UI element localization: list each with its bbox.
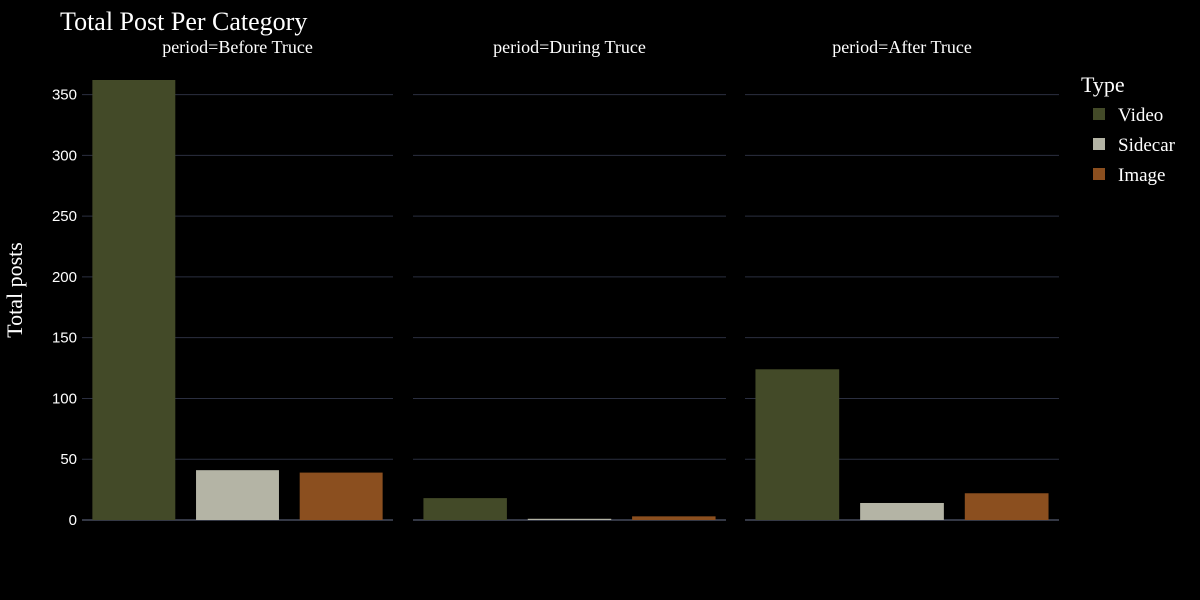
legend-label-video[interactable]: Video <box>1118 105 1163 126</box>
y-axis-label: Total posts <box>2 242 27 338</box>
bar-image[interactable] <box>299 472 383 520</box>
legend-label-sidecar[interactable]: Sidecar <box>1118 135 1176 156</box>
bar-video[interactable] <box>423 498 507 520</box>
legend-label-image[interactable]: Image <box>1118 165 1165 186</box>
bar-sidecar[interactable] <box>527 518 612 520</box>
bar-video[interactable] <box>755 369 840 520</box>
legend[interactable]: Type Video Sidecar Image <box>1081 72 1176 186</box>
y-tick-label: 300 <box>52 147 77 164</box>
y-tick-label: 350 <box>52 87 77 104</box>
gridlines <box>82 94 1059 521</box>
y-axis-ticks: 0 50 100 150 200 250 300 350 <box>52 87 77 529</box>
chart-title: Total Post Per Category <box>60 7 307 36</box>
facet-title: period=During Truce <box>493 37 646 57</box>
facet-title: period=Before Truce <box>162 37 313 57</box>
y-tick-label: 0 <box>69 512 77 529</box>
legend-swatch-video[interactable] <box>1093 108 1105 120</box>
bar-video[interactable] <box>92 80 176 520</box>
y-tick-label: 100 <box>52 390 77 407</box>
bar-sidecar[interactable] <box>860 502 944 520</box>
facet-titles: period=Before Truce period=During Truce pe… <box>162 37 972 57</box>
legend-swatch-image[interactable] <box>1093 168 1105 180</box>
facet-title: period=After Truce <box>832 37 972 57</box>
legend-title: Type <box>1081 72 1125 97</box>
y-tick-label: 150 <box>52 330 77 347</box>
y-tick-label: 250 <box>52 208 77 225</box>
bars <box>92 80 1049 520</box>
y-tick-label: 200 <box>52 269 77 286</box>
bar-image[interactable] <box>964 493 1049 520</box>
y-tick-label: 50 <box>60 451 77 468</box>
legend-swatch-sidecar[interactable] <box>1093 138 1105 150</box>
bar-sidecar[interactable] <box>196 470 279 520</box>
bar-image[interactable] <box>632 516 716 520</box>
